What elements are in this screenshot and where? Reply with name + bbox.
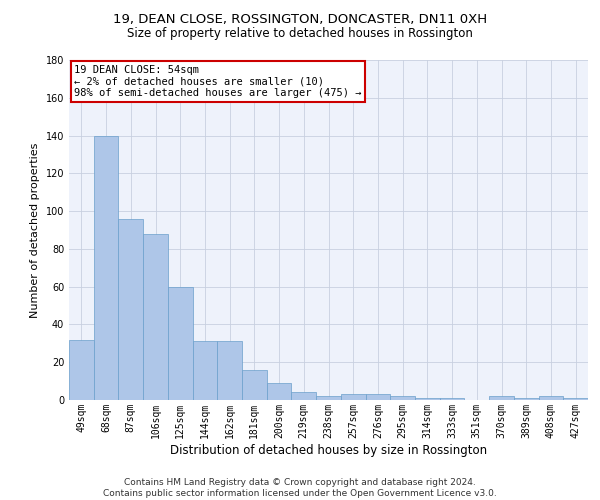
Bar bbox=[69, 340, 94, 400]
Bar bbox=[118, 218, 143, 400]
Text: Size of property relative to detached houses in Rossington: Size of property relative to detached ho… bbox=[127, 28, 473, 40]
Bar bbox=[242, 370, 267, 400]
Bar bbox=[440, 398, 464, 400]
Bar bbox=[267, 383, 292, 400]
Bar bbox=[143, 234, 168, 400]
Bar bbox=[168, 286, 193, 400]
Bar bbox=[94, 136, 118, 400]
Bar bbox=[316, 396, 341, 400]
Bar bbox=[489, 396, 514, 400]
Bar bbox=[365, 394, 390, 400]
Bar bbox=[292, 392, 316, 400]
X-axis label: Distribution of detached houses by size in Rossington: Distribution of detached houses by size … bbox=[170, 444, 487, 456]
Bar bbox=[415, 398, 440, 400]
Bar bbox=[341, 394, 365, 400]
Bar bbox=[193, 342, 217, 400]
Bar bbox=[563, 398, 588, 400]
Bar bbox=[390, 396, 415, 400]
Text: 19 DEAN CLOSE: 54sqm
← 2% of detached houses are smaller (10)
98% of semi-detach: 19 DEAN CLOSE: 54sqm ← 2% of detached ho… bbox=[74, 65, 362, 98]
Bar bbox=[514, 398, 539, 400]
Y-axis label: Number of detached properties: Number of detached properties bbox=[30, 142, 40, 318]
Text: 19, DEAN CLOSE, ROSSINGTON, DONCASTER, DN11 0XH: 19, DEAN CLOSE, ROSSINGTON, DONCASTER, D… bbox=[113, 12, 487, 26]
Bar bbox=[217, 342, 242, 400]
Text: Contains HM Land Registry data © Crown copyright and database right 2024.
Contai: Contains HM Land Registry data © Crown c… bbox=[103, 478, 497, 498]
Bar bbox=[539, 396, 563, 400]
